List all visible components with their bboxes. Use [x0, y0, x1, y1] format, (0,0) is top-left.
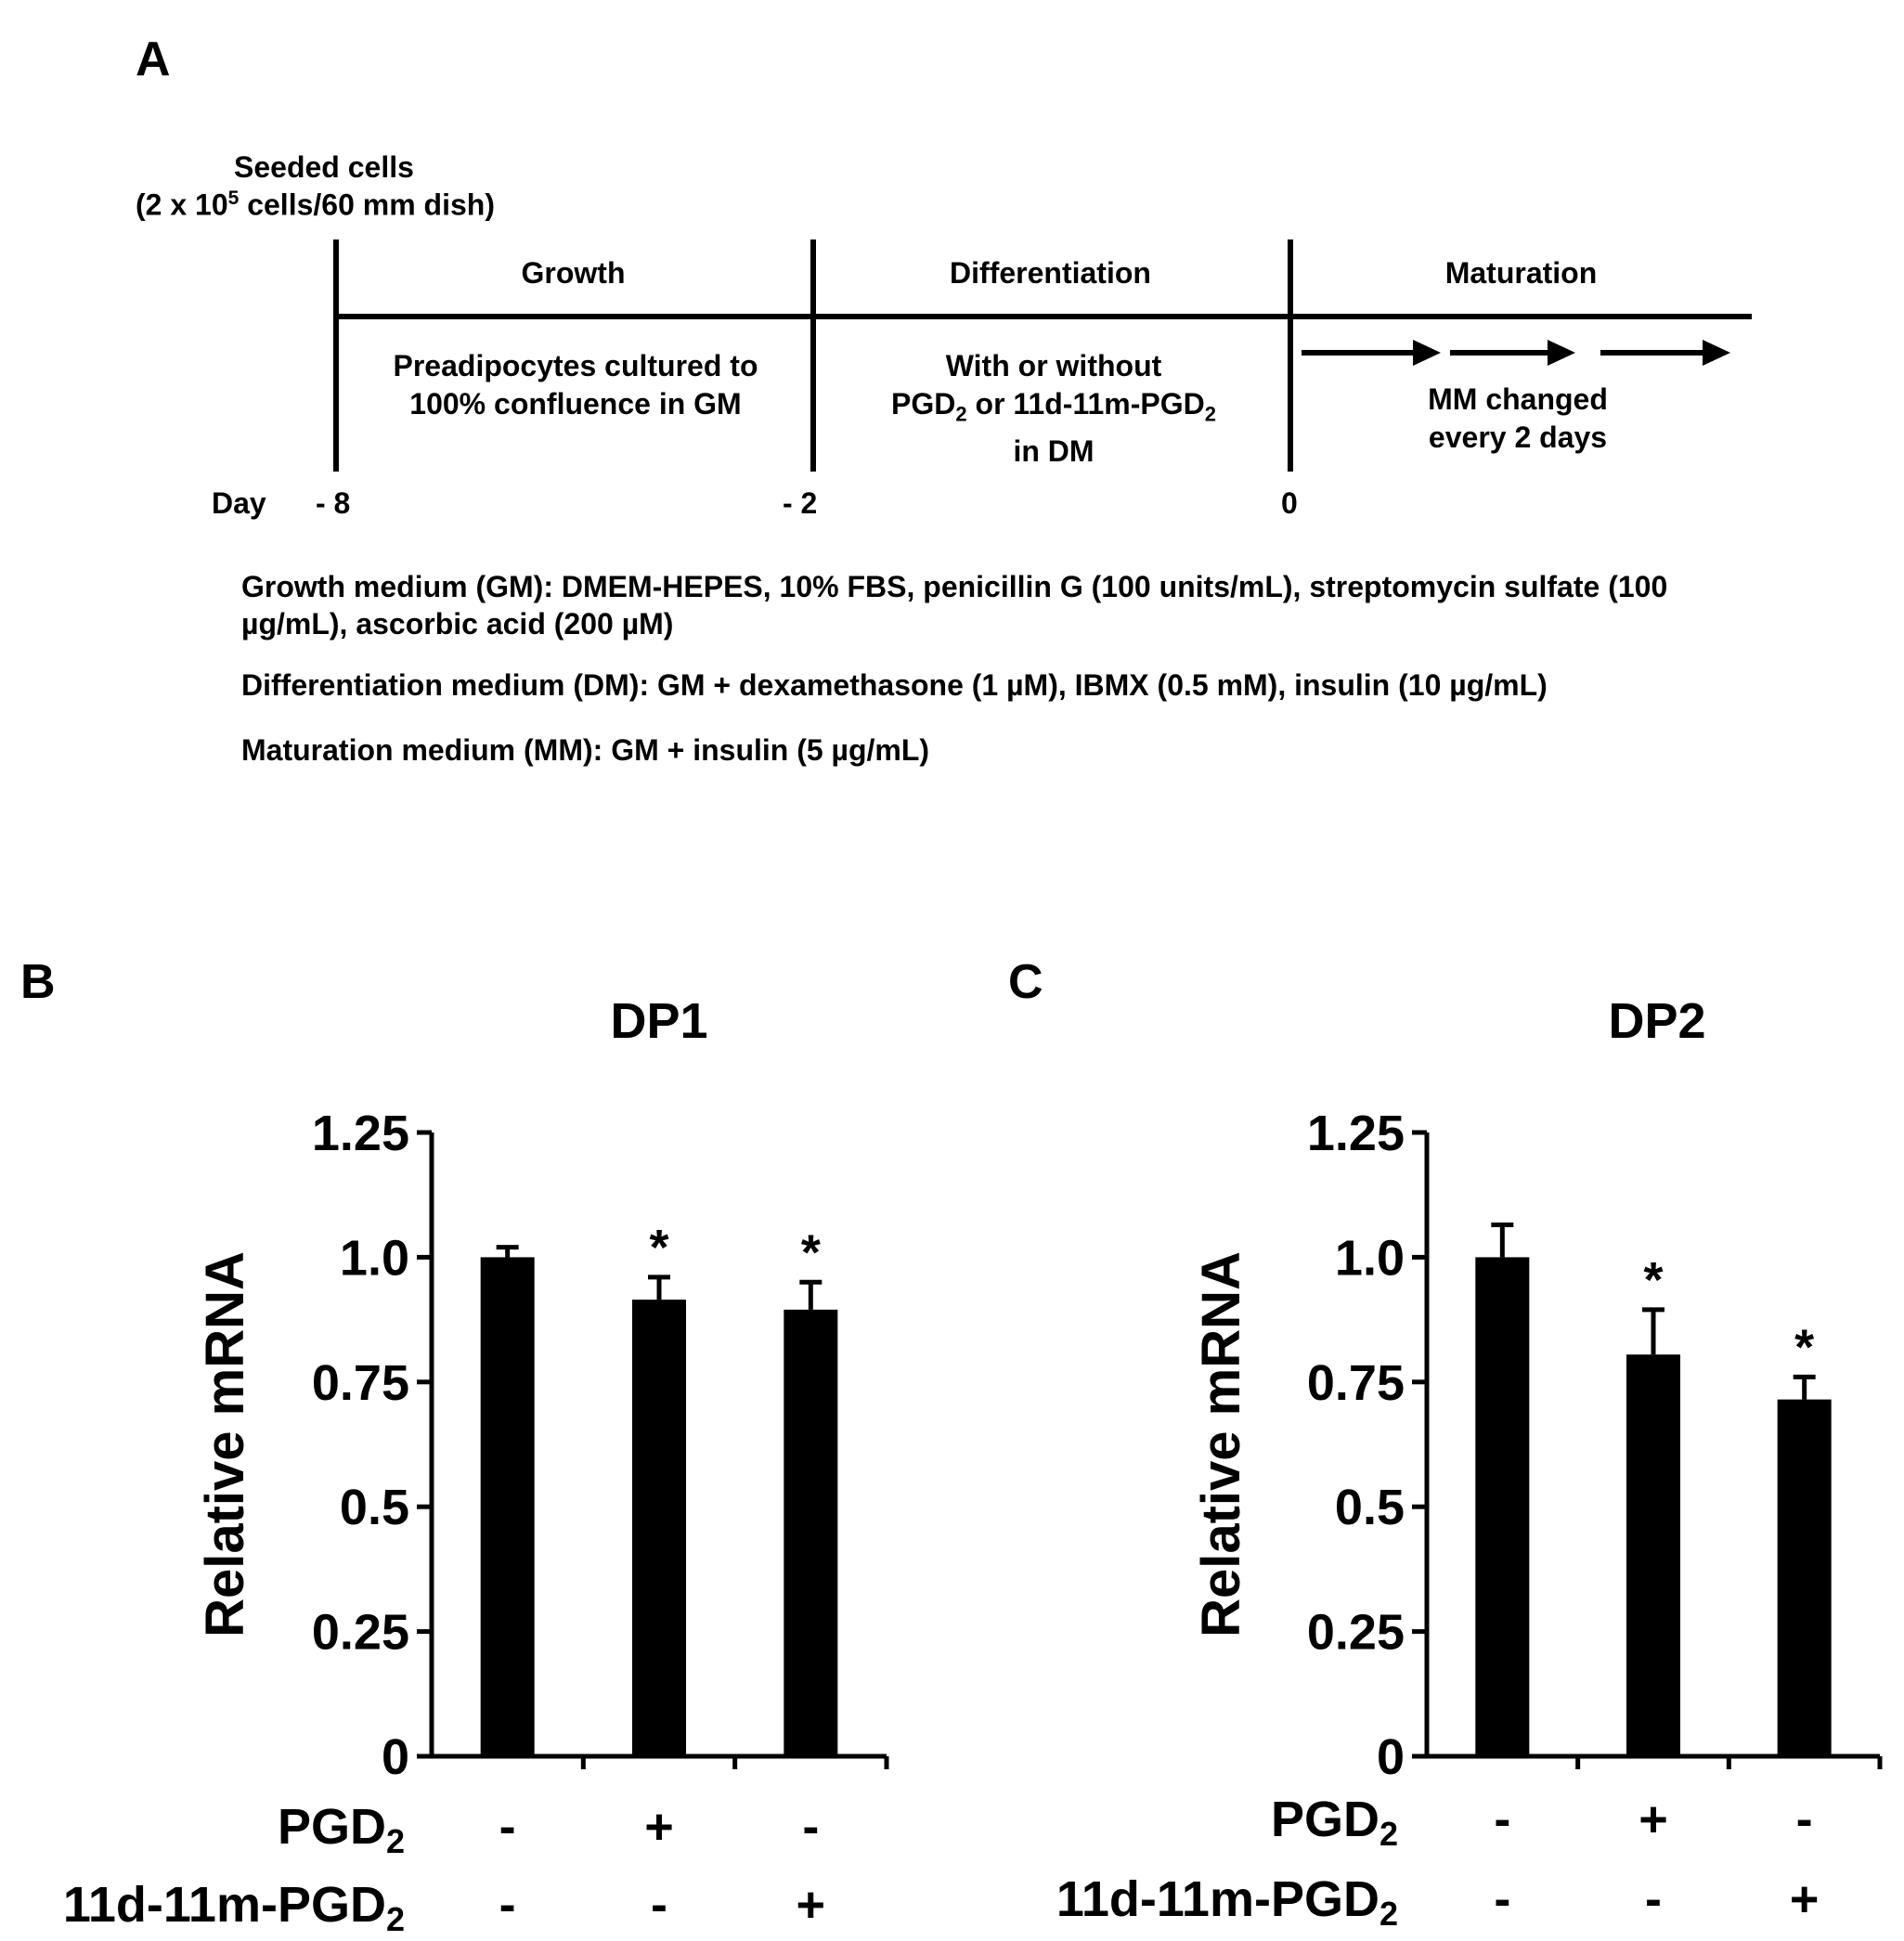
arrow-1-head — [1413, 340, 1441, 366]
diff-desc-11d-sub: 2 — [1204, 402, 1216, 426]
y-axis-label: Relative mRNA — [195, 1251, 255, 1637]
growth-medium-definition: Growth medium (GM): DMEM-HEPES, 10% FBS,… — [241, 568, 1875, 642]
row-label-pgd2: PGD2 — [278, 1799, 405, 1860]
dk-pgd2-sign: - — [1645, 1871, 1662, 1927]
day-tick-minus2: - 2 — [783, 486, 818, 520]
panel-b-letter: B — [20, 955, 56, 1009]
row-label-11d-11m-pgd2: 11d-11m-PGD2 — [1056, 1871, 1398, 1933]
timeline-tick-day-minus2 — [810, 239, 816, 472]
dk-pgd2-sign: + — [797, 1877, 826, 1933]
diff-desc-line2: PGD2 or 11d-11m-PGD2 — [817, 385, 1290, 433]
seeded-cells-density: (2 x 105 cells/60 mm dish) — [136, 188, 495, 223]
y-tick-label: 1.25 — [1307, 1106, 1405, 1161]
significance-marker: * — [1643, 1252, 1663, 1308]
diff-desc-11d: or 11d-11m-PGD — [966, 387, 1205, 421]
arrow-2-shaft — [1450, 350, 1557, 356]
timeline-axis — [333, 314, 1752, 319]
y-tick-label: 0 — [382, 1729, 409, 1785]
phase-growth-title: Growth — [521, 256, 626, 290]
dk-pgd2-sign: + — [1790, 1871, 1820, 1927]
pgd2-sign: - — [1494, 1792, 1510, 1847]
mat-desc-line1: MM changed — [1428, 382, 1608, 416]
dk-pgd2-sign: - — [499, 1877, 516, 1933]
timeline-tick-day-minus8 — [333, 239, 339, 472]
y-tick-label: 1.25 — [312, 1106, 409, 1161]
pgd2-sign: - — [1796, 1792, 1813, 1847]
timeline-tick-day-0 — [1288, 239, 1293, 472]
y-tick-label: 0.25 — [1307, 1605, 1405, 1661]
day-label: Day — [212, 486, 266, 520]
row-label-11d-11m-pgd2: 11d-11m-PGD2 — [63, 1877, 405, 1938]
arrow-1-shaft — [1302, 350, 1422, 356]
maturation-medium-definition: Maturation medium (MM): GM + insulin (5 … — [241, 733, 930, 767]
chart-title-dp1: DP1 — [610, 993, 707, 1049]
y-tick-label: 0.5 — [1335, 1480, 1405, 1535]
panel-c-letter: C — [1008, 955, 1043, 1009]
arrow-3-head — [1703, 340, 1730, 366]
significance-marker: * — [649, 1220, 668, 1275]
gm-line2: µg/mL), ascorbic acid (200 µM) — [241, 607, 674, 641]
maturation-arrows — [1302, 340, 1730, 366]
differentiation-medium-definition: Differentiation medium (DM): GM + dexame… — [241, 668, 1548, 702]
gm-line1: Growth medium (GM): DMEM-HEPES, 10% FBS,… — [241, 570, 1668, 603]
pgd2-sign: - — [499, 1799, 516, 1855]
pgd2-sign: + — [1638, 1792, 1668, 1847]
y-tick-label: 0.75 — [312, 1355, 409, 1411]
growth-desc-line1: Preadipocytes cultured to — [393, 349, 758, 382]
seeded-cells-label: Seeded cells — [234, 150, 414, 184]
arrow-3-shaft — [1600, 350, 1712, 356]
y-tick-label: 0.25 — [312, 1605, 409, 1661]
y-tick-label: 1.0 — [1335, 1230, 1405, 1286]
growth-description: Preadipocytes cultured to 100% confluenc… — [353, 347, 798, 423]
day-tick-0: 0 — [1281, 486, 1298, 520]
bar-11d-11m-pgd2 — [1777, 1399, 1832, 1756]
bar-pgd2 — [1626, 1354, 1680, 1756]
differentiation-description: With or without PGD2 or 11d-11m-PGD2 in … — [817, 347, 1290, 471]
y-tick-label: 0.75 — [1307, 1355, 1405, 1411]
seeded-density-post: cells/60 mm dish) — [239, 188, 495, 222]
significance-marker: * — [801, 1224, 821, 1280]
dk-pgd2-sign: - — [1494, 1871, 1510, 1927]
growth-desc-line2: 100% confluence in GM — [409, 387, 742, 421]
diff-desc-line3: in DM — [1013, 434, 1094, 469]
bar-control — [1475, 1257, 1530, 1756]
day-tick-minus8: - 8 — [316, 486, 351, 520]
row-label-pgd2: PGD2 — [1271, 1792, 1398, 1853]
chart-dp2: DP2 Relative mRNA 0 0.25 0.5 0.75 1.0 1.25 - - * + -… — [1056, 993, 1883, 1933]
y-axis-label: Relative mRNA — [1191, 1251, 1251, 1637]
panel-a-letter: A — [136, 32, 171, 86]
significance-marker: * — [1794, 1319, 1814, 1375]
y-tick-label: 1.0 — [340, 1230, 409, 1286]
diff-desc-pgd: PGD — [891, 387, 956, 421]
maturation-description: MM changed every 2 days — [1290, 381, 1745, 457]
seeded-density-pre: (2 x 10 — [136, 188, 228, 222]
diff-desc-line1: With or without — [945, 349, 1162, 382]
bar-control — [480, 1257, 535, 1756]
bar-pgd2 — [632, 1300, 686, 1756]
bar-11d-11m-pgd2 — [784, 1309, 838, 1756]
diff-desc-pgd-sub: 2 — [955, 402, 967, 426]
phase-maturation-title: Maturation — [1444, 256, 1598, 290]
arrow-2-head — [1548, 340, 1575, 366]
chart-title-dp2: DP2 — [1608, 993, 1705, 1049]
y-tick-label: 0 — [1377, 1729, 1405, 1785]
pgd2-sign: - — [802, 1799, 819, 1855]
seeded-density-exponent: 5 — [227, 188, 240, 209]
phase-differentiation-title: Differentiation — [950, 256, 1151, 290]
mat-desc-line2: every 2 days — [1428, 421, 1608, 454]
y-tick-label: 0.5 — [340, 1480, 409, 1535]
dk-pgd2-sign: - — [651, 1877, 667, 1933]
chart-dp1: DP1 Relative mRNA 0 0.25 0.5 0.75 1.0 1.25 - - * + -… — [63, 993, 889, 1938]
pgd2-sign: + — [644, 1799, 674, 1855]
